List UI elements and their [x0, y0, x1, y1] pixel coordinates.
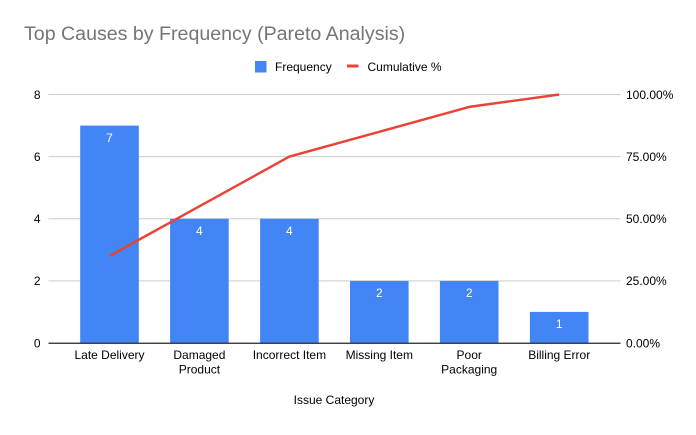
svg-text:Incorrect Item: Incorrect Item: [253, 348, 326, 362]
svg-text:Issue Category: Issue Category: [294, 393, 375, 407]
svg-text:Damaged: Damaged: [173, 348, 225, 362]
svg-text:75.00%: 75.00%: [626, 150, 667, 164]
svg-text:Late Delivery: Late Delivery: [74, 348, 144, 362]
svg-text:0: 0: [34, 336, 41, 350]
svg-text:50.00%: 50.00%: [626, 212, 667, 226]
svg-text:0.00%: 0.00%: [626, 336, 660, 350]
svg-text:Billing Error: Billing Error: [528, 348, 590, 362]
svg-text:4: 4: [286, 224, 293, 238]
svg-text:Product: Product: [179, 363, 221, 377]
svg-text:2: 2: [466, 286, 473, 300]
svg-text:100.00%: 100.00%: [626, 88, 674, 102]
svg-text:4: 4: [196, 224, 203, 238]
svg-text:Cumulative %: Cumulative %: [368, 60, 442, 74]
svg-text:25.00%: 25.00%: [626, 274, 667, 288]
svg-text:6: 6: [34, 150, 41, 164]
svg-text:2: 2: [34, 274, 41, 288]
svg-text:1: 1: [556, 317, 563, 331]
svg-text:Frequency: Frequency: [275, 60, 332, 74]
svg-text:8: 8: [34, 88, 41, 102]
svg-text:Missing Item: Missing Item: [346, 348, 413, 362]
svg-text:Poor: Poor: [457, 348, 482, 362]
svg-text:2: 2: [376, 286, 383, 300]
svg-text:4: 4: [34, 212, 41, 226]
svg-text:Top Causes by Frequency (Paret: Top Causes by Frequency (Pareto Analysis…: [24, 23, 405, 45]
svg-text:7: 7: [106, 131, 113, 145]
svg-text:Packaging: Packaging: [441, 363, 497, 377]
